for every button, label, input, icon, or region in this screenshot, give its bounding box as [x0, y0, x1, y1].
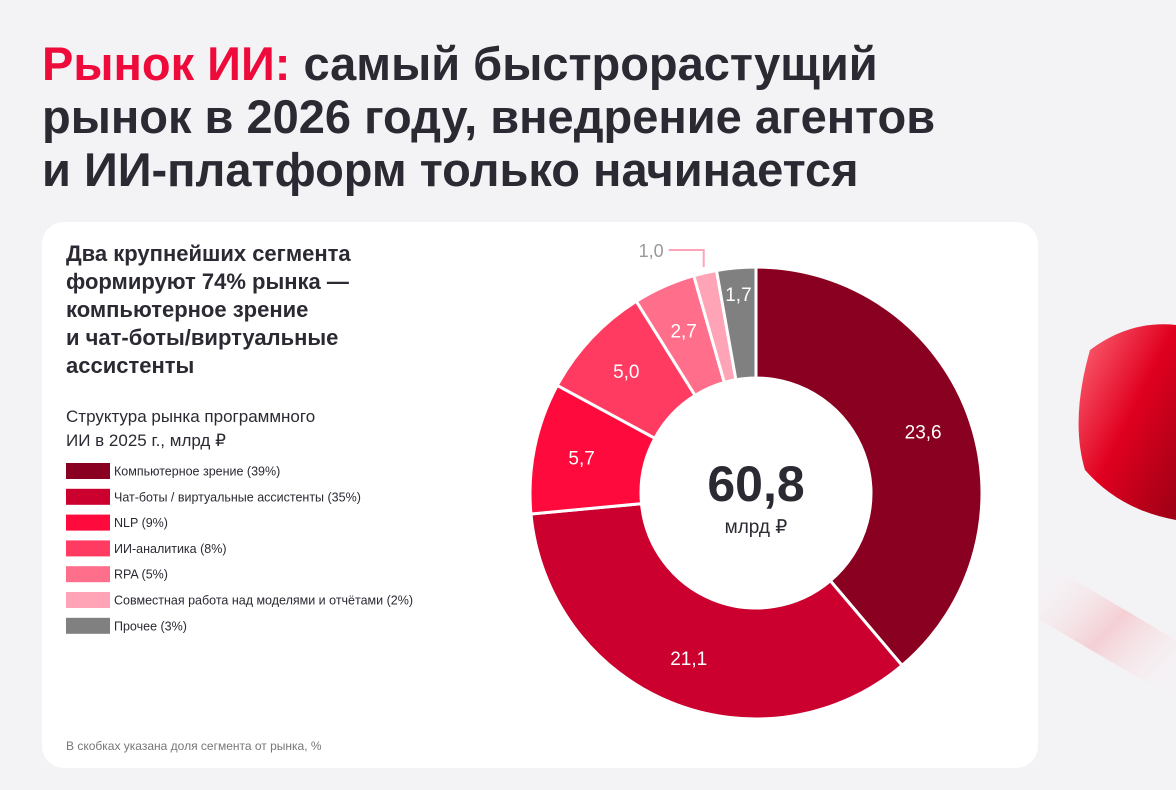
value-label: 5,0: [613, 362, 639, 383]
legend-swatch: [66, 617, 110, 634]
value-label: 23,6: [905, 423, 942, 444]
heading: формируют 74% рынка —: [66, 269, 349, 294]
legend-swatch: [66, 566, 110, 583]
footnote: В скобках указана доля сегмента от рынка…: [66, 739, 322, 753]
value-label: 5,7: [568, 448, 594, 469]
decor-shape: [1078, 324, 1176, 520]
heading: Два крупнейших сегмента: [66, 241, 351, 266]
center-value: 60,8: [707, 456, 804, 512]
value-label: 2,7: [670, 321, 696, 342]
title-line: и ИИ-платформ только начинается: [42, 143, 859, 196]
title-line: рынок в 2026 году, внедрение агентов: [42, 90, 935, 143]
legend-swatch: [66, 488, 110, 505]
center-unit: млрд ₽: [725, 517, 788, 538]
leader-line: [668, 249, 705, 267]
subtitle: Структура рынка программного: [66, 407, 315, 426]
legend-swatch: [66, 540, 110, 557]
decor-stripe: [1040, 560, 1176, 700]
legend-swatch: [66, 592, 110, 608]
legend-swatch: [66, 463, 110, 479]
heading: компьютерное зрение: [66, 297, 308, 322]
value-label: 1,0: [639, 241, 664, 261]
donut-slice: [754, 265, 984, 668]
legend-label: Компьютерное зрение (39%): [114, 465, 280, 479]
value-label: 1,7: [725, 285, 751, 306]
donut-slice: [714, 265, 758, 382]
legend-label: RPA (5%): [114, 568, 168, 582]
title-line: Рынок ИИ: самый быстрорастущий: [42, 37, 878, 90]
subtitle: ИИ в 2025 г., млрд ₽: [66, 431, 226, 450]
chart: Два крупнейших сегмента формируют 74% рын…: [66, 241, 984, 753]
legend-label: NLP (9%): [114, 516, 168, 530]
legend-label: Прочее (3%): [114, 619, 187, 633]
legend-label: Чат-боты / виртуальные ассистенты (35%): [114, 490, 361, 504]
heading: и чат-боты/виртуальные: [66, 325, 338, 350]
heading: ассистенты: [66, 353, 194, 378]
title-text: самый быстрорастущий: [303, 37, 877, 90]
donut-slice: [529, 502, 905, 721]
legend-label: Совместная работа над моделями и отчётам…: [114, 594, 413, 608]
legend-label: ИИ-аналитика (8%): [114, 542, 226, 556]
legend-swatch: [66, 514, 110, 531]
value-label: 21,1: [670, 649, 707, 670]
title-highlight: Рынок ИИ:: [42, 37, 290, 90]
